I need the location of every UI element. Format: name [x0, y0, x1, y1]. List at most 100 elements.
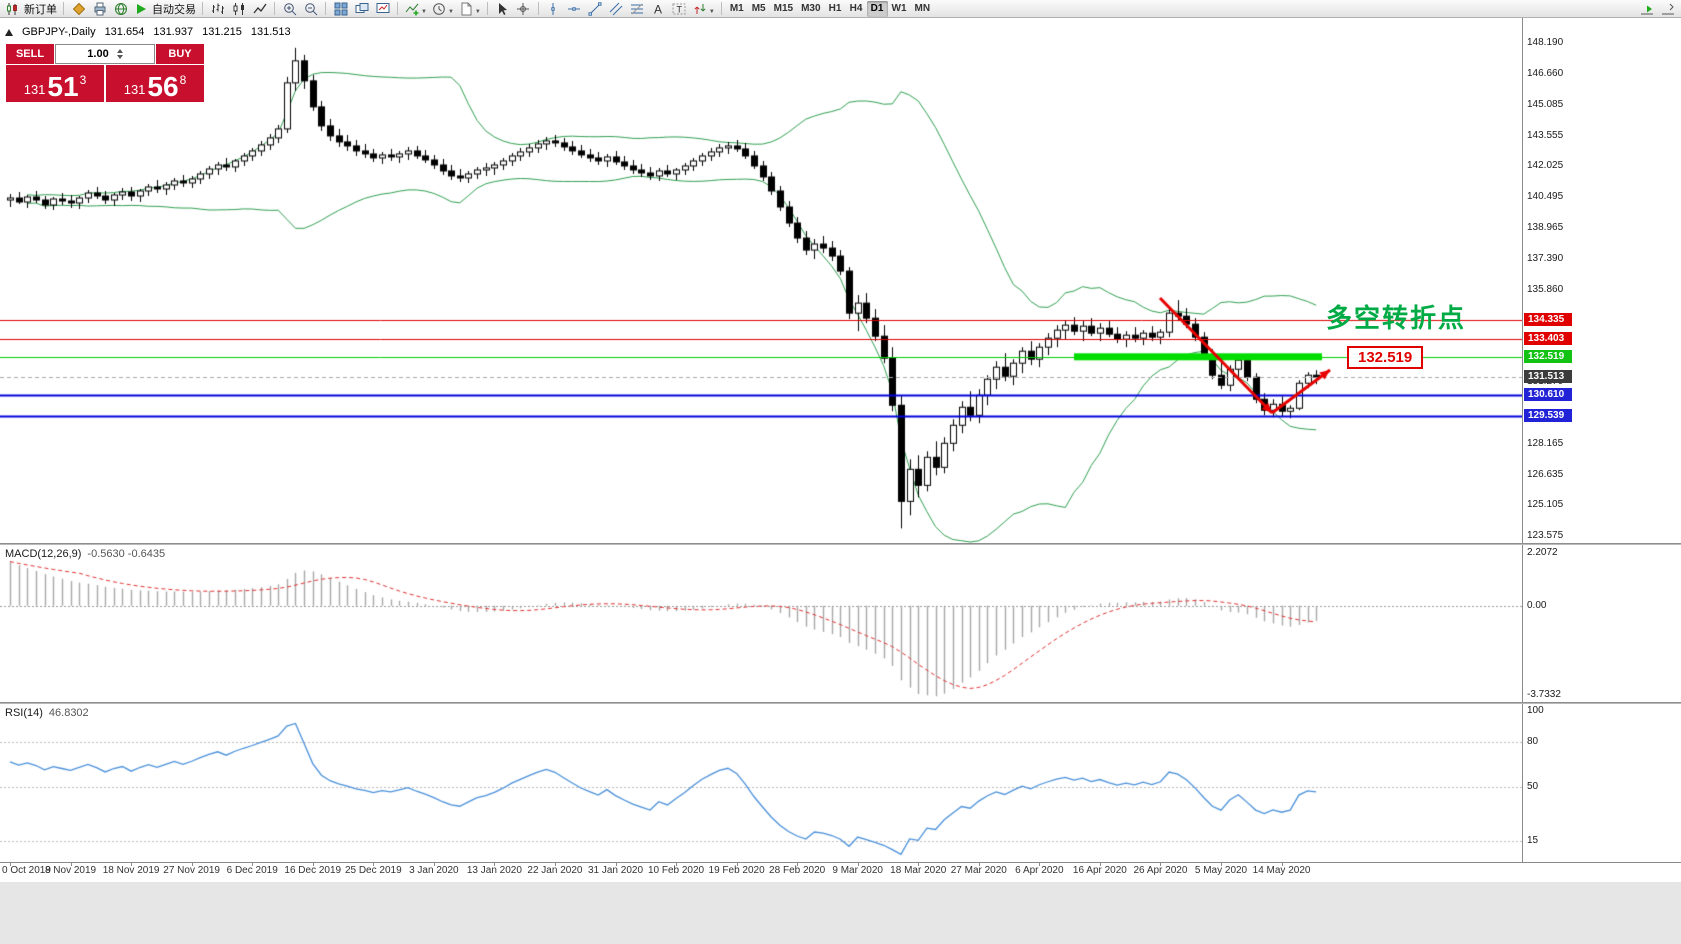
buy-price-button[interactable]: 131 56 8	[106, 65, 204, 102]
auto-scroll-button[interactable]	[1636, 1, 1657, 17]
text-icon: A	[650, 1, 666, 17]
trendline-button[interactable]	[585, 1, 606, 17]
strategy-tester-button[interactable]	[68, 1, 89, 17]
zoom-out-button[interactable]	[300, 1, 321, 17]
candlestick-chart-button[interactable]	[228, 1, 249, 17]
toolbar-separator	[202, 2, 203, 15]
timeframe-m5-button[interactable]: M5	[748, 1, 770, 17]
sell-price-big-figure: 131	[23, 82, 46, 97]
buy-price-big-figure: 131	[123, 82, 146, 97]
time-axis-label: 16 Apr 2020	[1072, 865, 1127, 876]
buy-button[interactable]: BUY	[156, 44, 204, 64]
diamond-icon	[71, 1, 87, 17]
toolbar-right-group	[1636, 1, 1678, 17]
time-axis-label: 25 Dec 2019	[344, 865, 402, 876]
cursor-button[interactable]	[492, 1, 513, 17]
price-scale-label: 135.860	[1527, 283, 1564, 295]
toolbar-separator	[63, 2, 64, 15]
volume-stepper[interactable]	[116, 49, 123, 59]
main-chart-canvas[interactable]	[0, 18, 1522, 543]
template-icon	[458, 1, 474, 17]
rsi-panel-splitter[interactable]	[0, 702, 1681, 704]
price-level-badge: 133.403	[1524, 332, 1572, 346]
time-axis-label: 26 Apr 2020	[1133, 865, 1188, 876]
line-chart-icon	[252, 1, 268, 17]
chart-shift-button[interactable]	[1657, 1, 1678, 17]
line-chart-button[interactable]	[249, 1, 270, 17]
spin-up-icon[interactable]	[116, 49, 123, 53]
timeframe-w1-button[interactable]: W1	[888, 1, 911, 17]
cascade-windows-button[interactable]	[351, 1, 372, 17]
time-axis-tick	[131, 862, 132, 866]
time-axis-label: 5 May 2020	[1194, 865, 1248, 876]
spin-down-icon[interactable]	[116, 55, 123, 59]
time-axis-label: 3 Jan 2020	[409, 865, 459, 876]
rsi-scale-label: 50	[1527, 781, 1539, 793]
cascade-windows-icon	[354, 1, 370, 17]
timeframe-h1-button[interactable]: H1	[825, 1, 846, 17]
sell-button[interactable]: SELL	[6, 44, 54, 64]
print-button[interactable]	[89, 1, 110, 17]
price-callout[interactable]: 132.519	[1347, 346, 1424, 369]
time-axis-label: 27 Nov 2019	[163, 865, 220, 876]
fibonacci-button[interactable]	[627, 1, 648, 17]
trade-controls-row: SELL 1.00 BUY	[6, 44, 204, 64]
channel-button[interactable]	[606, 1, 627, 17]
time-axis-label: 18 Mar 2020	[890, 865, 947, 876]
bar-chart-button[interactable]	[207, 1, 228, 17]
templates-button[interactable]	[456, 1, 483, 17]
new-order-button[interactable]: 新订单	[3, 1, 59, 17]
indicators-icon	[404, 1, 420, 17]
time-axis-tick	[313, 862, 314, 866]
periods-button[interactable]	[429, 1, 456, 17]
timeframe-m30-button[interactable]: M30	[797, 1, 824, 17]
timeframe-m1-button[interactable]: M1	[726, 1, 748, 17]
indicators-button[interactable]	[402, 1, 429, 17]
label-button[interactable]: T	[669, 1, 690, 17]
one-click-trading-panel: SELL 1.00 BUY 131 51 3 131	[6, 44, 204, 102]
market-refresh-button[interactable]	[110, 1, 131, 17]
macd-panel-splitter[interactable]	[0, 543, 1681, 545]
auto-trading-button[interactable]: 自动交易	[131, 1, 198, 17]
tile-windows-button[interactable]	[330, 1, 351, 17]
sell-price-button[interactable]: 131 51 3	[6, 65, 104, 102]
timeframe-h4-button[interactable]: H4	[846, 1, 867, 17]
new-order-label: 新订单	[24, 3, 57, 16]
time-axis-label: 31 Jan 2020	[587, 865, 644, 876]
price-scale-label: 145.085	[1527, 99, 1564, 111]
fibonacci-icon	[629, 1, 645, 17]
time-axis-tick	[71, 862, 72, 866]
timeframe-d1-button[interactable]: D1	[866, 0, 888, 17]
price-scale-label: 125.105	[1527, 499, 1564, 511]
volume-field[interactable]: 1.00	[55, 44, 155, 64]
toolbar-separator	[720, 2, 722, 15]
macd-canvas[interactable]	[0, 545, 1522, 702]
candlestick-icon	[231, 1, 247, 17]
time-axis-tick	[494, 862, 495, 866]
time-axis-tick	[1221, 862, 1222, 866]
symbol-marker-icon	[5, 28, 13, 36]
rsi-canvas[interactable]	[0, 704, 1522, 862]
ohlc-close: 131.513	[250, 26, 291, 38]
time-axis-tick	[918, 862, 919, 866]
chart-window: GBPJPY-,Daily 131.654 131.937 131.215 13…	[0, 18, 1681, 882]
toolbar-separator	[274, 2, 275, 15]
vertical-line-button[interactable]	[543, 1, 564, 17]
chevron-down-icon	[421, 1, 427, 16]
text-button[interactable]: A	[648, 1, 669, 17]
timeframe-mn-button[interactable]: MN	[911, 1, 935, 17]
arrange-charts-button[interactable]	[372, 1, 393, 17]
timeframe-m15-button[interactable]: M15	[770, 1, 797, 17]
time-axis-tick	[373, 862, 374, 866]
printer-icon	[92, 1, 108, 17]
time-axis-tick	[858, 862, 859, 866]
arrows-button[interactable]	[690, 1, 717, 17]
crosshair-button[interactable]	[513, 1, 534, 17]
time-axis-label: 9 Mar 2020	[832, 865, 883, 876]
turning-point-annotation: 多空转折点	[1326, 303, 1467, 333]
volume-value: 1.00	[87, 48, 109, 60]
horizontal-line-button[interactable]	[564, 1, 585, 17]
cursor-icon	[494, 1, 510, 17]
zoom-in-button[interactable]	[279, 1, 300, 17]
time-axis-tick	[1160, 862, 1161, 866]
